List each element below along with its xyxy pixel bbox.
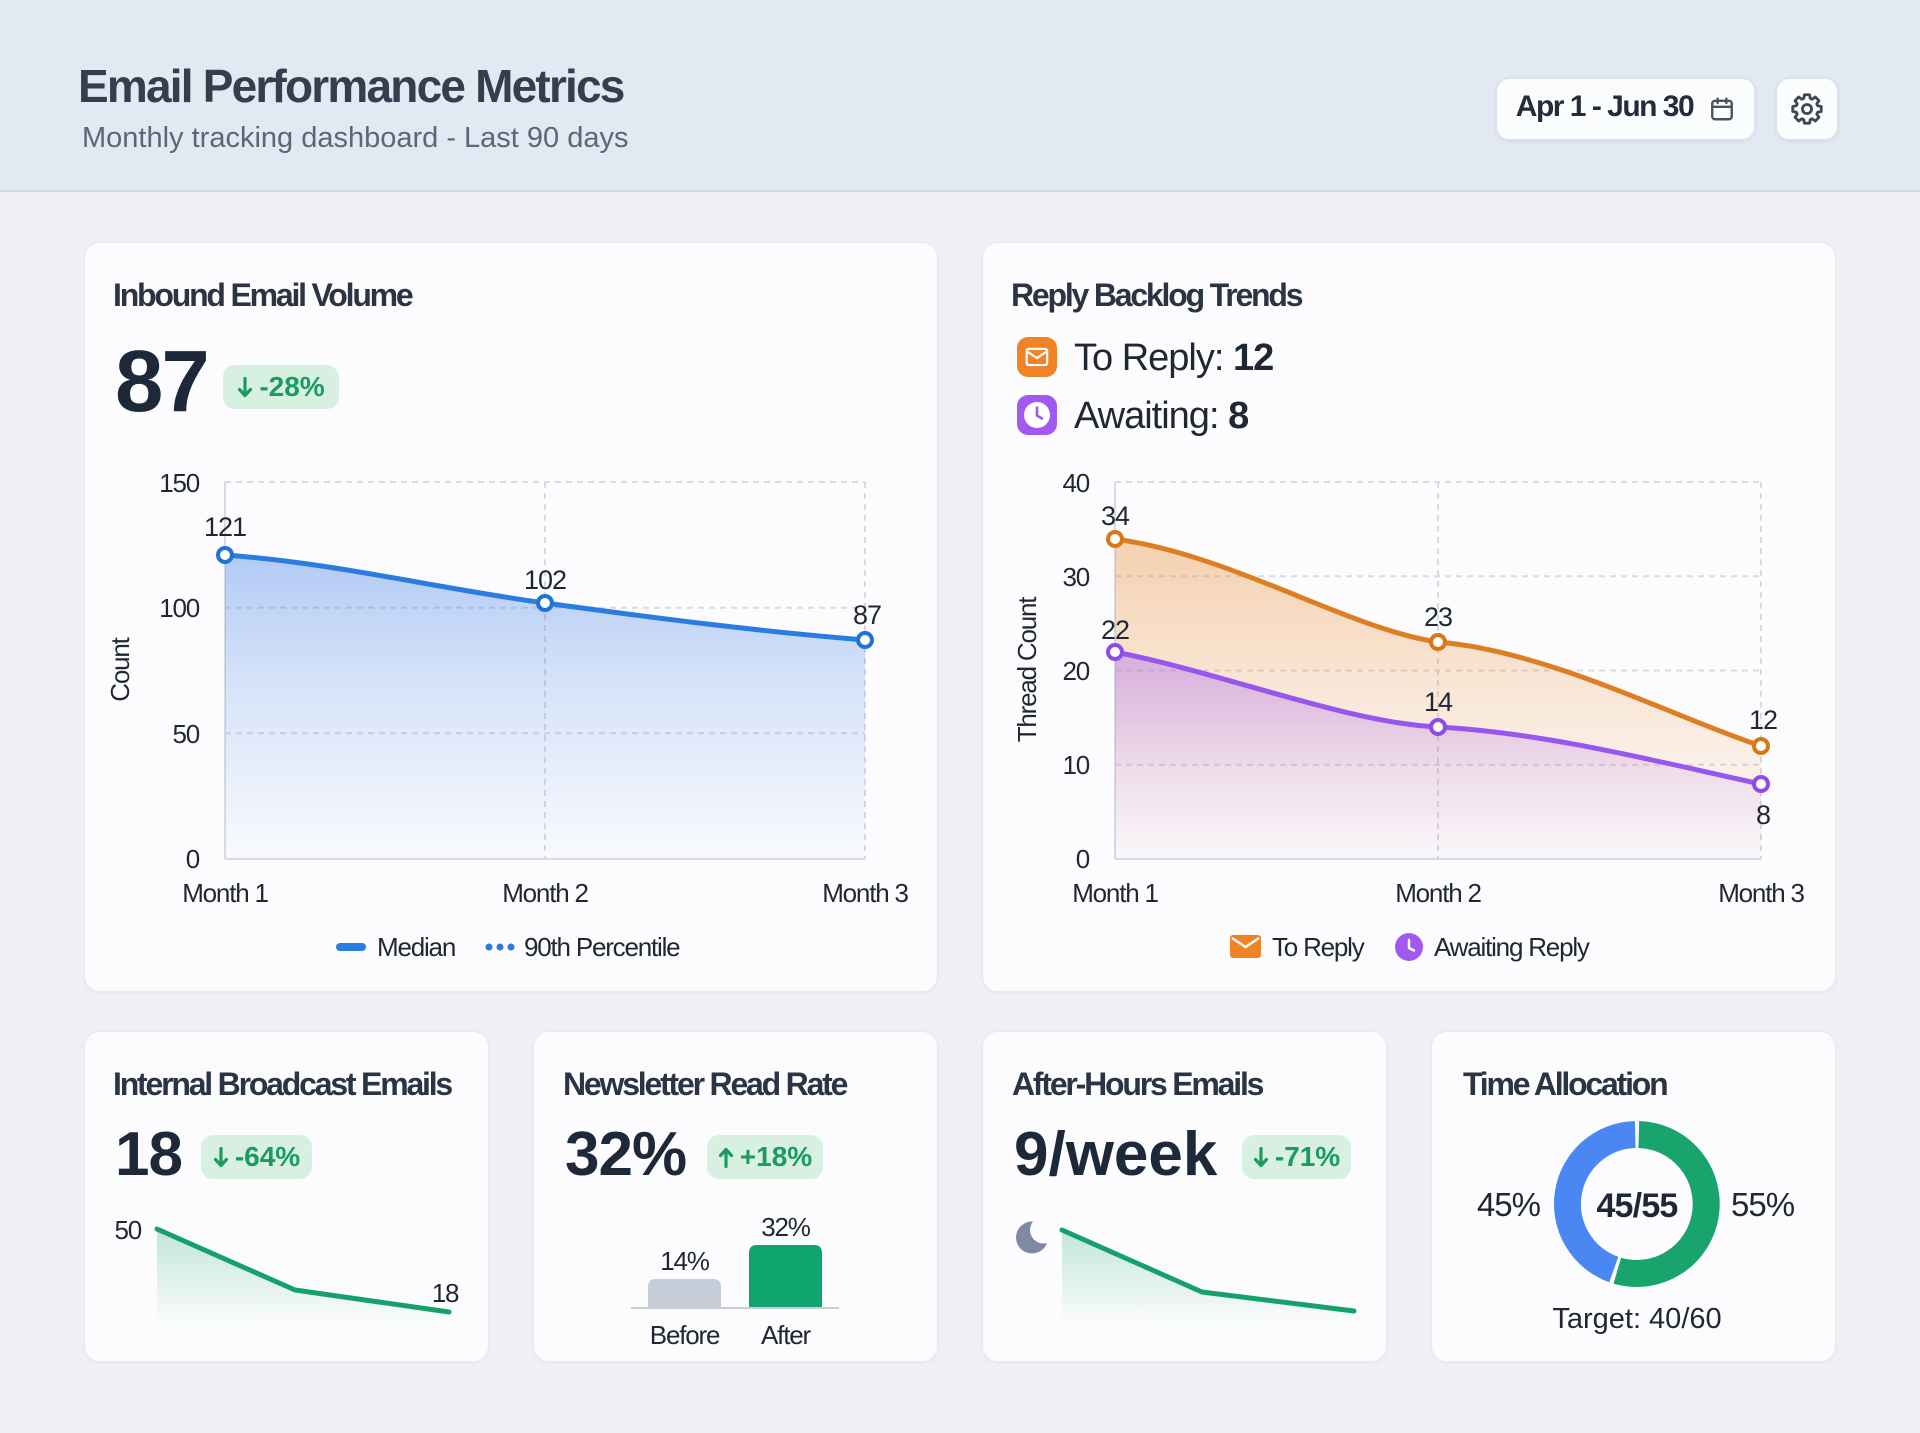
svg-text:45%: 45% [1477, 1186, 1541, 1223]
svg-text:34: 34 [1101, 501, 1130, 531]
svg-text:Target: 40/60: Target: 40/60 [1552, 1303, 1721, 1335]
svg-text:Month 2: Month 2 [502, 878, 588, 908]
svg-text:100: 100 [159, 593, 200, 623]
svg-text:102: 102 [524, 565, 566, 595]
svg-text:40: 40 [1062, 468, 1089, 498]
svg-text:Month 3: Month 3 [1718, 878, 1804, 908]
svg-text:Awaiting: 8: Awaiting: 8 [1074, 395, 1248, 437]
svg-text:Month 1: Month 1 [1072, 878, 1158, 908]
svg-text:Before: Before [650, 1320, 720, 1350]
svg-text:50: 50 [172, 719, 199, 749]
svg-text:45/55: 45/55 [1596, 1187, 1677, 1225]
svg-text:0: 0 [1076, 844, 1090, 874]
svg-text:20: 20 [1062, 656, 1089, 686]
svg-text:After: After [761, 1320, 811, 1350]
svg-text:87: 87 [853, 600, 881, 630]
svg-text:12: 12 [1749, 705, 1777, 735]
svg-text:150: 150 [159, 468, 200, 498]
svg-text:90th Percentile: 90th Percentile [524, 932, 680, 962]
svg-text:14%: 14% [660, 1246, 710, 1276]
svg-text:8: 8 [1756, 800, 1770, 830]
svg-text:Month 3: Month 3 [822, 878, 908, 908]
svg-text:14: 14 [1424, 687, 1453, 717]
svg-text:121: 121 [204, 512, 246, 542]
svg-text:0: 0 [186, 844, 200, 874]
svg-text:Count: Count [105, 636, 135, 701]
svg-text:18: 18 [432, 1278, 459, 1308]
svg-text:Awaiting Reply: Awaiting Reply [1434, 932, 1590, 962]
svg-text:23: 23 [1424, 602, 1452, 632]
svg-text:50: 50 [114, 1215, 141, 1245]
svg-text:55%: 55% [1731, 1186, 1795, 1223]
svg-text:22: 22 [1101, 615, 1129, 645]
svg-text:To Reply: 12: To Reply: 12 [1074, 337, 1273, 379]
svg-text:Month 2: Month 2 [1395, 878, 1481, 908]
svg-text:32%: 32% [761, 1212, 811, 1242]
svg-text:To Reply: To Reply [1272, 932, 1365, 962]
svg-text:Month 1: Month 1 [182, 878, 268, 908]
svg-text:10: 10 [1062, 750, 1089, 780]
svg-text:Thread Count: Thread Count [1012, 596, 1042, 743]
svg-text:Median: Median [377, 932, 455, 962]
svg-text:30: 30 [1062, 562, 1089, 592]
